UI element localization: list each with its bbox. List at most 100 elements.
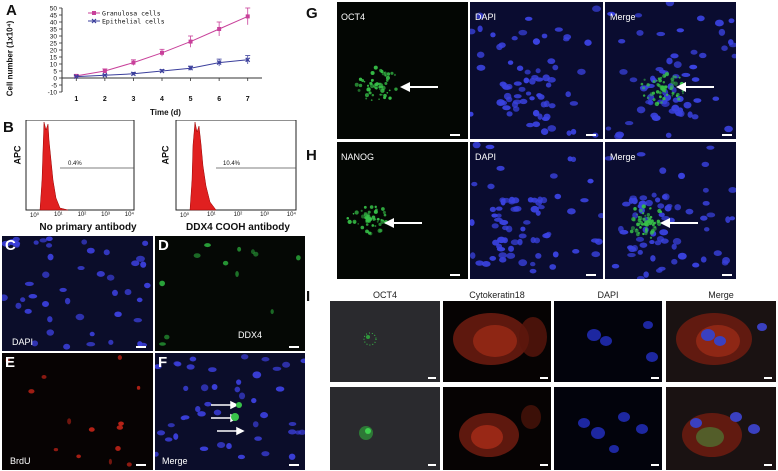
cell-nucleus — [659, 167, 667, 174]
cell-nucleus — [189, 356, 197, 362]
stained-cell — [367, 210, 371, 214]
micrograph-h-dapi — [470, 142, 603, 279]
cell-nucleus — [693, 98, 702, 103]
scale-bar — [450, 274, 460, 276]
cell-nucleus — [627, 252, 636, 258]
cell-nucleus — [636, 106, 646, 114]
cell-nucleus — [563, 34, 572, 40]
stained-cell — [354, 210, 359, 215]
cell-nucleus — [235, 270, 239, 278]
cell-nucleus — [81, 239, 88, 245]
cell-nucleus — [481, 261, 491, 267]
cell-nucleus — [197, 411, 206, 417]
stained-cell — [347, 219, 352, 224]
stained-cell — [644, 214, 647, 217]
cell-nucleus — [570, 156, 577, 162]
cell-nucleus — [77, 265, 85, 271]
cell-nucleus — [645, 99, 653, 105]
cell-nucleus — [506, 96, 513, 103]
cell-nucleus — [513, 81, 522, 86]
micrograph-f-merge — [155, 353, 305, 470]
cell-nucleus — [518, 233, 527, 239]
cell-nucleus — [525, 91, 532, 96]
cell-nucleus — [721, 45, 728, 51]
stained-cell — [644, 232, 648, 236]
cell-nucleus — [519, 98, 528, 105]
cell-nucleus — [476, 64, 486, 71]
cell-nucleus — [654, 197, 661, 203]
stained-cell — [390, 71, 394, 75]
cell-nucleus — [47, 316, 53, 323]
stained-cell — [656, 221, 662, 226]
cell-nucleus — [536, 93, 543, 98]
micrograph-i-ck18-row2 — [443, 387, 551, 470]
cell-nucleus — [491, 213, 498, 218]
cell-nucleus — [718, 28, 726, 36]
micrograph-d-ddx4 — [155, 236, 305, 351]
cell-nucleus — [628, 197, 634, 204]
header-i-dapi: DAPI — [597, 290, 619, 300]
cell-nucleus — [472, 142, 481, 149]
stained-cell — [659, 95, 662, 99]
scale-bar — [651, 464, 659, 466]
cell-nucleus — [5, 357, 11, 364]
scale-bar — [428, 464, 436, 466]
flow-2-tick: 10³ — [260, 212, 269, 218]
cell-nucleus — [724, 125, 733, 133]
cell-nucleus — [112, 289, 118, 297]
stained-cell — [643, 78, 646, 81]
cell-nucleus — [164, 334, 170, 340]
cell-nucleus — [552, 64, 559, 71]
stained-cell — [370, 79, 374, 82]
stained-cell — [648, 217, 652, 221]
panel-label-b: B — [3, 119, 14, 136]
cell-nucleus — [200, 384, 209, 392]
cell-nucleus — [506, 111, 513, 117]
cell-nucleus — [507, 60, 514, 65]
cell-nucleus — [650, 255, 656, 262]
stained-cell — [646, 213, 651, 217]
stained-cell — [662, 81, 666, 84]
stained-cell — [378, 222, 382, 226]
stained-cell — [636, 232, 640, 237]
cell-nucleus — [614, 133, 623, 139]
panel-label-a: A — [6, 2, 17, 19]
cell-nucleus — [567, 208, 576, 215]
cell-nucleus — [513, 94, 522, 99]
cell-nucleus — [671, 243, 677, 250]
stained-cell — [384, 74, 387, 77]
stained-cell — [649, 207, 651, 210]
stained-cell — [636, 222, 640, 227]
stained-cell — [642, 94, 646, 97]
cell-nucleus — [529, 268, 537, 274]
stained-cell — [646, 216, 650, 219]
cell-nucleus — [510, 206, 520, 212]
y-tick-label: -10 — [48, 90, 58, 97]
micrograph-h-merge — [605, 142, 736, 279]
cell-nucleus — [159, 280, 166, 287]
cell-nucleus — [476, 51, 485, 58]
cell-nucleus — [167, 423, 175, 428]
cell-nucleus — [181, 415, 190, 420]
cell-nucleus — [282, 361, 291, 368]
cell-nucleus — [126, 462, 132, 467]
flow-1-tick: 10⁴ — [124, 212, 134, 218]
micrograph-e-brdu — [2, 353, 153, 470]
cell-nucleus — [106, 274, 115, 281]
stained-cell — [675, 94, 679, 98]
scale-bar — [289, 464, 299, 466]
y-tick-label: 35 — [50, 27, 58, 34]
flow-1-tick: 10³ — [101, 212, 110, 218]
scale-bar — [764, 464, 772, 466]
flow-1-caption: No primary antibody — [39, 222, 137, 233]
legend-marker — [92, 11, 96, 15]
stained-cell — [388, 96, 392, 100]
cell-nucleus — [491, 223, 499, 229]
stained-cell — [357, 223, 360, 225]
cell-nucleus — [681, 72, 691, 78]
flow-2-caption: DDX4 COOH antibody — [186, 222, 290, 233]
label-h-dapi: DAPI — [475, 152, 497, 162]
stained-cell — [662, 96, 666, 101]
cell-nucleus — [701, 161, 710, 167]
cell-nucleus — [186, 364, 195, 370]
